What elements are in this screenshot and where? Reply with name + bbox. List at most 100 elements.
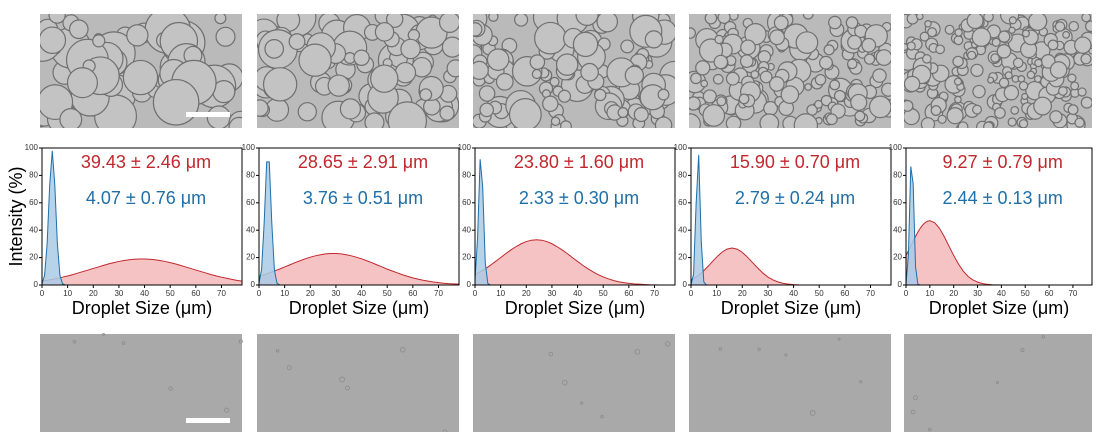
droplet: [873, 69, 886, 82]
x-tick-label: 10: [63, 289, 72, 298]
x-tick-label: 30: [973, 289, 982, 298]
annotation: 3.76 ± 0.51 μm: [303, 188, 423, 208]
x-tick-label: 60: [408, 289, 417, 298]
droplet: [715, 35, 723, 43]
droplet: [955, 29, 962, 36]
x-tick-label: 60: [191, 289, 200, 298]
droplet: [958, 122, 968, 132]
x-tick-label: 0: [689, 289, 694, 298]
droplet: [532, 70, 541, 79]
annotation: 23.80 ± 1.60 μm: [514, 152, 644, 172]
droplet: [1022, 93, 1028, 99]
droplet: [815, 75, 825, 85]
droplet: [947, 108, 963, 124]
droplet: [625, 66, 643, 84]
droplet: [848, 35, 862, 49]
droplet: [984, 12, 993, 21]
droplet: [1063, 31, 1070, 38]
x-axis-title: Droplet Size (μm): [929, 298, 1069, 318]
droplet: [127, 25, 148, 46]
droplet: [581, 63, 598, 80]
droplet: [1068, 74, 1076, 82]
droplet: [830, 80, 840, 90]
droplet: [687, 97, 700, 110]
x-tick-label: 60: [840, 289, 849, 298]
droplet: [1019, 82, 1027, 90]
droplet: [595, 89, 606, 100]
droplet: [440, 106, 454, 120]
y-tick-label: 100: [242, 143, 256, 152]
x-tick-label: 50: [383, 289, 392, 298]
y-tick-label: 100: [674, 143, 688, 152]
droplet: [827, 114, 838, 125]
droplet: [703, 105, 724, 126]
droplet: [717, 97, 726, 106]
x-tick-label: 70: [1068, 289, 1077, 298]
droplet: [442, 37, 462, 57]
droplet: [855, 111, 865, 121]
x-tick-label: 0: [40, 289, 45, 298]
droplet: [739, 94, 749, 104]
droplet: [882, 83, 895, 96]
y-tick-label: 80: [462, 171, 471, 180]
y-tick-label: 80: [678, 171, 687, 180]
y-tick-label: 100: [458, 143, 472, 152]
droplet: [705, 12, 716, 23]
droplet: [1082, 13, 1091, 22]
droplet: [971, 64, 983, 76]
droplet: [729, 11, 738, 20]
droplet: [680, 114, 701, 135]
droplet: [470, 61, 488, 79]
droplet: [557, 54, 578, 75]
droplet: [265, 40, 283, 58]
scale-bar: [186, 418, 230, 423]
annotation: 4.07 ± 0.76 μm: [86, 188, 206, 208]
droplet: [972, 28, 990, 46]
droplet: [796, 32, 818, 54]
micrographs: [23, 0, 1097, 432]
y-tick-label: 20: [29, 253, 38, 262]
x-tick-label: 40: [789, 289, 798, 298]
droplet: [480, 103, 493, 116]
droplet: [726, 116, 740, 130]
droplet: [726, 72, 739, 85]
droplet: [1029, 12, 1047, 30]
droplet: [49, 7, 65, 23]
y-tick-label: 0: [467, 280, 472, 289]
y-axis-title: Intensity (%): [6, 166, 26, 266]
chart: 020406080100010203040506070Droplet Size …: [674, 143, 891, 318]
droplet: [298, 103, 316, 121]
droplet: [618, 108, 628, 118]
x-tick-label: 30: [547, 289, 556, 298]
x-tick-label: 0: [473, 289, 478, 298]
y-tick-label: 40: [246, 225, 255, 234]
droplet: [925, 21, 931, 27]
y-tick-label: 60: [462, 198, 471, 207]
droplet: [954, 78, 961, 85]
droplet: [936, 45, 945, 54]
y-tick-label: 20: [462, 253, 471, 262]
droplet: [751, 71, 759, 79]
droplet: [1078, 88, 1086, 96]
droplet: [988, 77, 994, 83]
droplet: [931, 106, 941, 116]
droplet: [741, 55, 753, 67]
droplet: [1075, 37, 1091, 53]
droplet: [93, 35, 105, 47]
droplet: [1005, 72, 1012, 79]
droplet: [515, 13, 528, 26]
droplet: [153, 80, 198, 125]
droplet: [388, 102, 426, 140]
droplet: [401, 39, 420, 58]
droplet: [955, 96, 961, 102]
x-axis-title: Droplet Size (μm): [721, 298, 861, 318]
droplet: [851, 94, 867, 110]
droplet: [123, 60, 157, 94]
x-tick-label: 50: [166, 289, 175, 298]
y-tick-label: 60: [246, 198, 255, 207]
y-tick-label: 80: [893, 171, 902, 180]
droplet: [60, 109, 82, 131]
y-tick-label: 80: [29, 171, 38, 180]
droplet: [864, 54, 874, 64]
